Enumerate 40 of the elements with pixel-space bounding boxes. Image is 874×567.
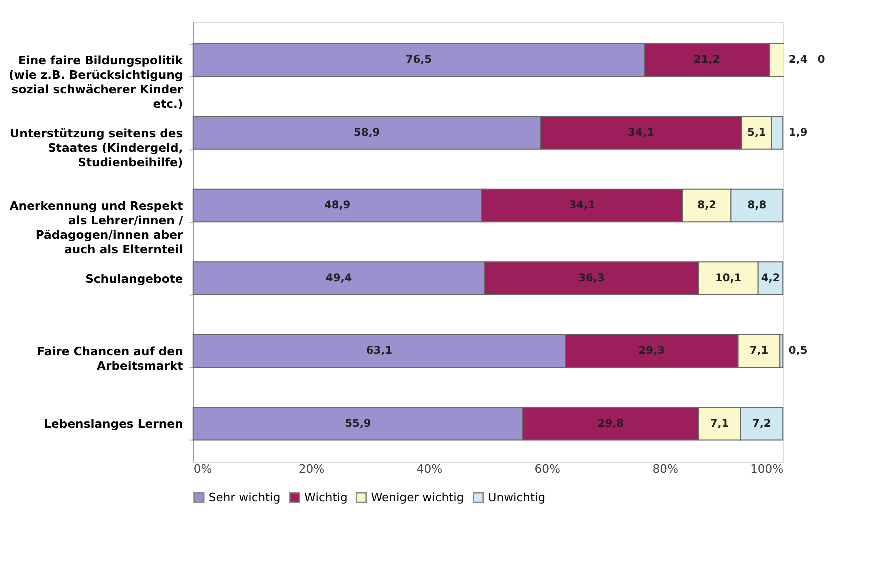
data-label: 7,2: [752, 416, 772, 430]
legend-label: Unwichtig: [488, 490, 546, 505]
y-tick-label: Schulangebote: [86, 272, 184, 286]
data-label: 7,1: [750, 344, 769, 358]
data-label: 2,4: [788, 53, 808, 66]
data-label: 5,1: [747, 126, 766, 139]
data-label: 1,9: [788, 126, 808, 139]
x-tick-label: 40%: [416, 462, 443, 476]
data-label: 55,9: [345, 416, 372, 430]
legend-label: Weniger wichtig: [371, 490, 464, 505]
data-label: 29,3: [638, 344, 666, 358]
data-label: 58,9: [354, 126, 380, 139]
data-label: 48,9: [324, 198, 351, 212]
data-label: 10,1: [715, 271, 742, 284]
data-label: 7,1: [710, 416, 730, 430]
legend-label: Wichtig: [304, 490, 348, 505]
data-label: 8,8: [748, 198, 767, 212]
data-label: 0,5: [788, 344, 808, 358]
y-tick-label: Eine faire Bildungspolitik (wie z.B. Berücksichtigung sozial schwächerer Kinder etc.): [9, 54, 184, 112]
data-label: 4,2: [761, 271, 780, 284]
x-tick-label: 0%: [194, 462, 212, 476]
data-label: 63,1: [366, 344, 393, 358]
data-label: 21,2: [694, 53, 720, 66]
legend-label: Sehr wichtig: [208, 490, 281, 505]
x-tick-label: 80%: [652, 462, 679, 476]
y-tick-label: Lebenslanges Lernen: [44, 417, 184, 432]
y-tick-label: Unterstützung seitens des Staates (Kindergeld, Studienbeihilfe): [10, 126, 184, 170]
data-label: 29,8: [598, 416, 624, 430]
y-tick-label: Anerkennung und Respekt als Lehrer/innen / Pädagogen/innen aber auch als Elternteil: [10, 199, 184, 257]
data-label: 34,1: [628, 126, 654, 139]
x-tick-label: 100%: [750, 462, 784, 476]
x-tick-label: 20%: [298, 462, 325, 476]
data-label: 0: [818, 53, 826, 66]
data-label: 76,5: [406, 53, 432, 66]
data-label: 49,4: [326, 271, 352, 284]
y-tick-label: Faire Chancen auf den Arbeitsmarkt: [37, 344, 184, 374]
data-label: 34,1: [569, 198, 596, 212]
data-label: 8,2: [698, 198, 716, 212]
x-tick-label: 60%: [534, 462, 561, 476]
data-label: 36,3: [578, 271, 605, 284]
